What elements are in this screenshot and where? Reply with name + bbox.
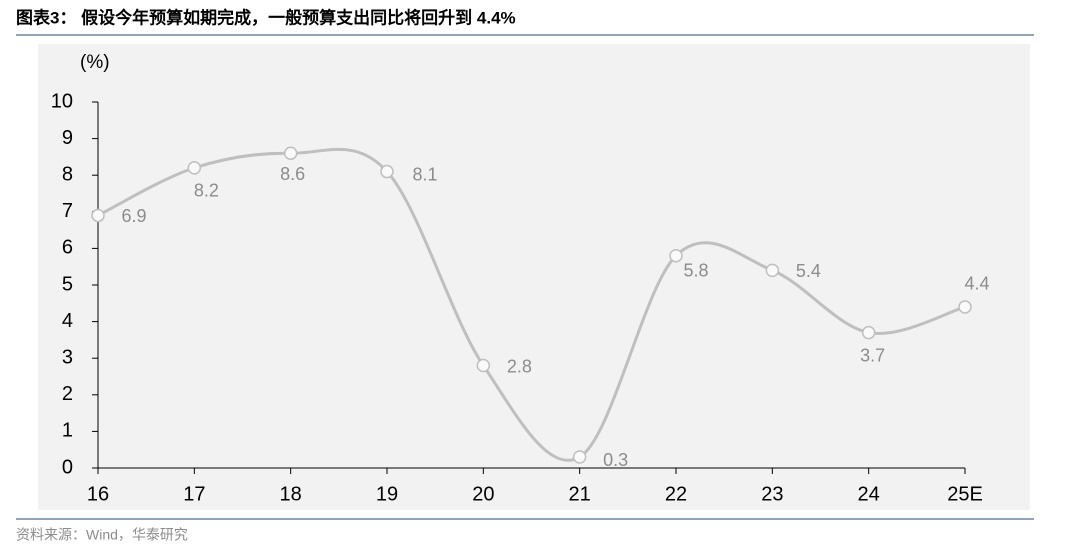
x-tick-label: 24: [858, 483, 880, 505]
data-point: [283, 146, 298, 160]
x-tick-label: 21: [569, 483, 591, 505]
y-axis-label: (%): [80, 52, 110, 73]
data-label: 2.8: [507, 356, 532, 376]
data-point: [765, 263, 780, 278]
data-point: [380, 164, 394, 179]
y-tick-label: 0: [62, 456, 73, 478]
data-label: 6.9: [121, 206, 146, 226]
data-label: 5.8: [683, 260, 708, 280]
data-point: [476, 358, 491, 373]
y-tick-label: 4: [62, 310, 73, 332]
data-label: 8.2: [194, 181, 219, 201]
x-tick-label: 25E: [947, 483, 983, 505]
data-label: 5.4: [796, 261, 821, 281]
y-tick-label: 2: [62, 383, 73, 405]
data-label: 0.3: [603, 450, 628, 470]
x-tick-label: 18: [280, 483, 302, 505]
y-tick-label: 6: [62, 237, 73, 259]
x-tick-label: 17: [183, 483, 205, 505]
data-label: 4.4: [964, 274, 989, 294]
y-tick-label: 7: [62, 200, 73, 222]
data-label: 8.1: [412, 164, 437, 184]
series-line: [97, 147, 966, 462]
data-label: 3.7: [860, 345, 885, 365]
data-point: [572, 450, 587, 464]
x-tick-label: 22: [665, 483, 687, 505]
plot-background: [38, 44, 1030, 510]
x-tick-label: 23: [761, 483, 783, 505]
x-tick-label: 19: [376, 483, 398, 505]
data-label: 8.6: [280, 164, 305, 184]
y-tick-label: 8: [62, 163, 73, 185]
y-tick-label: 10: [51, 90, 73, 112]
y-tick-label: 1: [62, 420, 73, 442]
x-tick-label: 16: [87, 483, 109, 505]
x-tick-label: 20: [472, 483, 494, 505]
data-point: [187, 161, 202, 175]
data-point: [958, 300, 972, 314]
source-note: 资料来源：Wind，华泰研究: [16, 527, 188, 543]
data-point: [861, 325, 876, 340]
chart-title: 图表3： 假设今年预算如期完成，一般预算支出同比将回升到 4.4%: [16, 7, 516, 27]
y-tick-label: 5: [62, 273, 73, 295]
y-tick-label: 3: [62, 346, 73, 368]
y-tick-label: 9: [62, 127, 73, 149]
data-point: [669, 248, 683, 263]
data-point: [91, 208, 105, 223]
